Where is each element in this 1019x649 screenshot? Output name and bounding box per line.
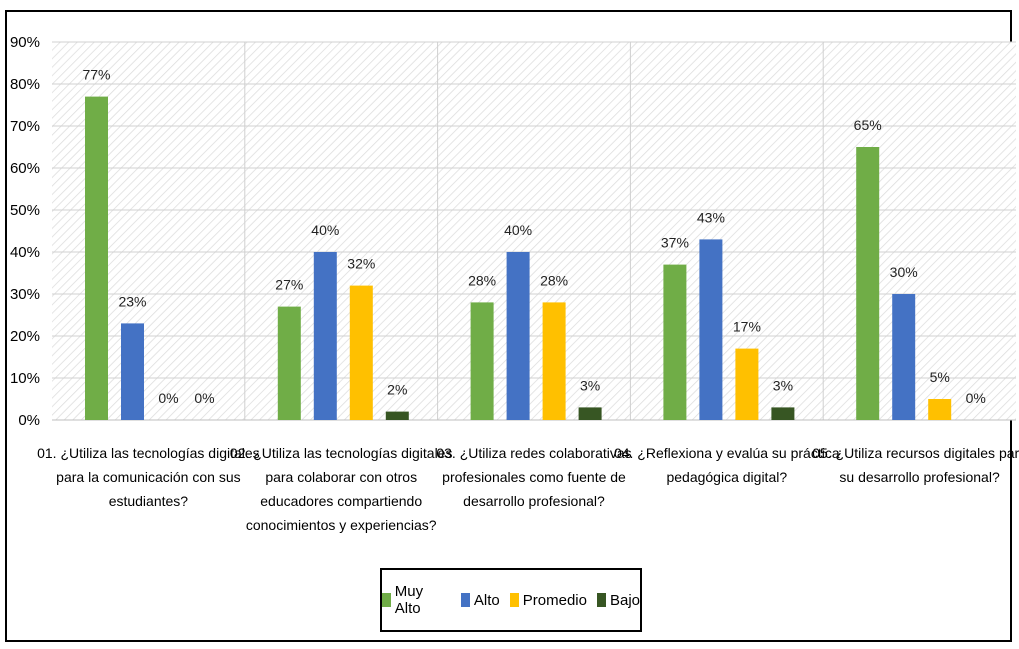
bar-promedio [928, 399, 952, 420]
data-label: 28% [540, 272, 568, 288]
data-label: 5% [930, 369, 950, 385]
legend-item: Alto [460, 591, 500, 609]
legend-label: Promedio [522, 591, 587, 609]
bar-muy-alto [277, 306, 301, 420]
bar-muy-alto [85, 96, 108, 420]
data-label: 43% [697, 209, 725, 225]
y-tick-label: 90% [10, 34, 40, 51]
bar-alto [506, 252, 530, 420]
category-separators [52, 42, 1016, 421]
y-tick-label: 20% [10, 328, 40, 345]
x-axis-category-labels: 01. ¿Utiliza las tecnologías digitales pa… [37, 445, 1019, 533]
bar-promedio [735, 348, 759, 420]
data-label: 37% [661, 235, 689, 251]
y-tick-label: 80% [10, 76, 40, 93]
data-label: 3% [773, 377, 793, 393]
data-label: 77% [82, 67, 110, 83]
legend-item: Muy Alto [382, 583, 451, 617]
data-label: 32% [347, 256, 375, 272]
data-labels: 77% 27% 28% 37% 65% 23% 40% 40% 43% 30% 0% 32% 28% 17… [82, 67, 985, 406]
bar-muy-alto [663, 264, 687, 420]
y-tick-label: 0% [18, 412, 40, 429]
legend-swatch [596, 593, 606, 607]
data-label: 30% [890, 264, 918, 280]
legend: Muy Alto Alto Promedio Bajo [380, 568, 642, 632]
legend-swatch [509, 593, 519, 607]
category-label: 03. ¿Utiliza redes colaborativas profesio… [436, 445, 631, 509]
y-tick-label: 40% [10, 244, 40, 261]
plot-area [52, 42, 1016, 420]
data-label: 40% [311, 222, 339, 238]
bars [85, 96, 952, 420]
bar-bajo [385, 411, 409, 420]
legend-item: Promedio [509, 591, 587, 609]
bar-bajo [578, 407, 602, 420]
bar-muy-alto [856, 147, 880, 420]
legend-label: Muy Alto [394, 583, 424, 617]
y-axis-ticks: 0% 10% 20% 30% 40% 50% 60% 70% 80% 90% [10, 34, 40, 429]
data-label: 0% [158, 390, 178, 406]
bar-alto [313, 252, 337, 420]
category-label: 02. ¿Utiliza las tecnologías digitales pa… [230, 445, 453, 533]
data-label: 27% [275, 277, 303, 293]
category-label: 05. ¿Utiliza recursos digitales para su d… [812, 445, 1019, 485]
data-label: 23% [118, 293, 146, 309]
data-label: 65% [854, 117, 882, 133]
y-tick-label: 70% [10, 118, 40, 135]
y-tick-label: 30% [10, 286, 40, 303]
data-label: 0% [966, 390, 986, 406]
data-label: 3% [580, 377, 600, 393]
legend-swatch [382, 593, 391, 607]
y-tick-label: 60% [10, 160, 40, 177]
legend-swatch [460, 593, 470, 607]
legend-label: Alto [473, 591, 500, 609]
bar-muy-alto [470, 302, 494, 420]
data-label: 40% [504, 222, 532, 238]
y-tick-label: 50% [10, 202, 40, 219]
bar-alto [121, 323, 144, 420]
bar-alto [892, 294, 916, 420]
legend-label: Bajo [609, 591, 640, 609]
gridlines [52, 41, 1016, 421]
legend-item: Bajo [596, 591, 640, 609]
category-label: 01. ¿Utiliza las tecnologías digitales pa… [37, 445, 260, 509]
bar-bajo [771, 407, 795, 420]
bar-promedio [542, 302, 566, 420]
bar-alto [699, 239, 723, 420]
category-label: 04. ¿Reflexiona y evalúa su práctica peda… [614, 445, 840, 485]
data-label: 2% [387, 382, 407, 398]
data-label: 0% [194, 390, 214, 406]
y-tick-label: 10% [10, 370, 40, 387]
data-label: 17% [733, 319, 761, 335]
data-label: 28% [468, 272, 496, 288]
bar-promedio [349, 285, 373, 420]
